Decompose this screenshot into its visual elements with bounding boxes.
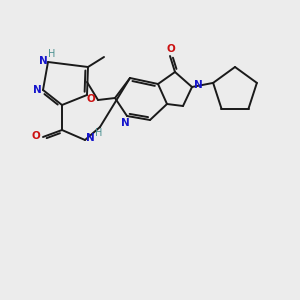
Text: N: N: [85, 133, 94, 143]
Text: N: N: [39, 56, 47, 66]
Text: O: O: [167, 44, 176, 54]
Text: N: N: [121, 118, 129, 128]
Text: H: H: [95, 128, 103, 138]
Text: O: O: [87, 94, 95, 104]
Text: O: O: [32, 131, 40, 141]
Text: N: N: [33, 85, 41, 95]
Text: H: H: [48, 49, 56, 59]
Text: N: N: [194, 80, 202, 90]
